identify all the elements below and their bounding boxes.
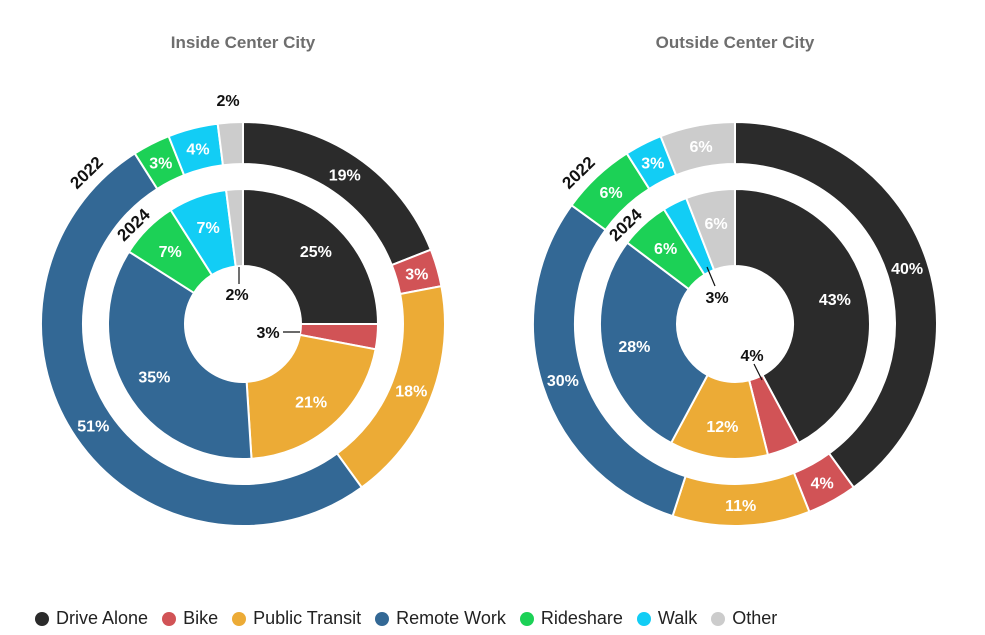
data-label-2022-drive-alone: 19% — [329, 167, 361, 184]
data-label-2024-remote-work: 35% — [138, 369, 170, 386]
legend-label: Other — [732, 608, 778, 628]
legend-label: Rideshare — [540, 608, 623, 628]
data-label-2022-rideshare: 3% — [149, 156, 172, 173]
data-label-2024-bike: 3% — [256, 325, 279, 342]
data-label-2024-other: 2% — [225, 287, 248, 304]
data-label-2022-remote-work: 30% — [547, 373, 579, 390]
dot-icon — [636, 611, 651, 626]
label-leader-line — [706, 266, 716, 287]
legend-item-walk: Walk — [636, 608, 698, 629]
data-label-2024-other: 6% — [705, 216, 728, 233]
data-label-2024-drive-alone: 25% — [300, 244, 332, 261]
slice-2022-other — [216, 120, 244, 167]
legend-item-other: Other — [711, 608, 777, 629]
chart-title: Outside Center City — [656, 33, 815, 52]
data-label-2022-walk: 4% — [186, 142, 209, 159]
chart-outside-center-city: Outside Center City 40%4%11%30%6%3%6%202… — [532, 33, 938, 527]
label-leader-line — [753, 363, 763, 381]
data-label-2022-bike: 3% — [405, 267, 428, 284]
slice-2022-other — [659, 120, 736, 177]
slice-2024-remote-work — [107, 250, 253, 460]
slice-2022-remote-work — [40, 152, 364, 527]
legend-item-public-transit: Public Transit — [232, 608, 361, 629]
data-label-2022-walk: 3% — [641, 156, 664, 173]
slice-2024-other — [224, 187, 244, 268]
legend-label: Drive Alone — [56, 608, 149, 628]
dot-icon — [162, 611, 177, 626]
data-label-2024-drive-alone: 43% — [819, 292, 851, 309]
charts-canvas: Inside Center City 19%3%18%51%3%4%2%2022… — [40, 33, 938, 527]
data-label-2022-public-transit: 11% — [725, 498, 756, 515]
data-label-2024-bike: 4% — [740, 348, 763, 365]
data-label-2022-public-transit: 18% — [395, 384, 427, 401]
chart-title: Inside Center City — [171, 33, 316, 52]
dot-icon — [375, 611, 390, 626]
legend-item-bike: Bike — [162, 608, 218, 629]
slice-2024-drive-alone — [242, 187, 380, 325]
legend-label: Remote Work — [396, 608, 506, 628]
dot-icon — [711, 611, 726, 626]
dot-icon — [35, 611, 49, 626]
legend: Drive Alone Bike Public Transit Remote Work… — [35, 608, 791, 629]
slice-2024-public-transit — [245, 333, 377, 460]
data-label-2024-remote-work: 28% — [618, 339, 650, 356]
data-label-2024-rideshare: 6% — [654, 241, 677, 258]
legend-item-rideshare: Rideshare — [519, 608, 623, 629]
legend-item-drive-alone: Drive Alone — [35, 608, 148, 629]
slice-2024-remote-work — [599, 241, 709, 445]
chart-inside-center-city: Inside Center City 19%3%18%51%3%4%2%2022… — [40, 33, 446, 527]
slice-2024-other — [684, 187, 736, 272]
data-label-2024-walk: 3% — [705, 290, 728, 307]
data-label-2024-public-transit: 12% — [706, 419, 738, 436]
data-label-2022-drive-alone: 40% — [891, 261, 923, 278]
data-label-2024-public-transit: 21% — [295, 394, 327, 411]
legend-label: Walk — [657, 608, 698, 628]
dot-icon — [232, 611, 247, 626]
data-label-2022-other: 6% — [690, 139, 713, 156]
slice-2024-drive-alone — [734, 187, 871, 445]
data-label-2022-other: 2% — [216, 93, 239, 110]
data-label-2022-remote-work: 51% — [77, 419, 109, 436]
legend-item-remote-work: Remote Work — [375, 608, 506, 629]
dot-icon — [519, 611, 534, 626]
data-label-2024-rideshare: 7% — [159, 244, 182, 261]
data-label-2022-rideshare: 6% — [600, 185, 623, 202]
legend-label: Bike — [183, 608, 219, 628]
data-label-2022-bike: 4% — [811, 476, 834, 493]
legend-label: Public Transit — [253, 608, 362, 628]
data-label-2024-walk: 7% — [197, 220, 220, 237]
